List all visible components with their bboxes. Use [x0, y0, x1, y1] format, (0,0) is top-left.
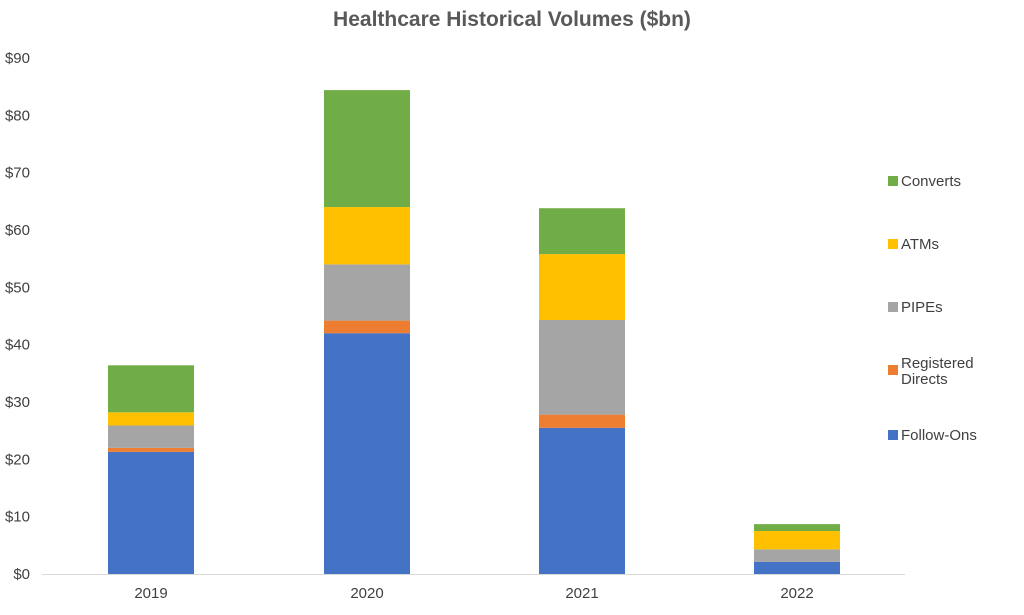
bar-segment-follow-ons-2021: [539, 427, 625, 574]
legend-swatch: [888, 365, 898, 375]
y-tick-label: $0: [13, 566, 30, 583]
bar-segment-follow-ons-2019: [108, 451, 194, 574]
y-tick-label: $80: [5, 107, 30, 124]
legend: Converts ATMs PIPEs Registered Directs Follow…: [888, 173, 977, 444]
legend-label: ATMs: [901, 236, 939, 253]
bar-segment-follow-ons-2020: [324, 333, 410, 574]
bar-segment-atms-2020: [324, 207, 410, 265]
bar-segment-pipes-2022: [754, 549, 840, 562]
legend-label: Converts: [901, 173, 961, 190]
bar-segment-converts-2020: [324, 90, 410, 208]
bar-segment-atms-2019: [108, 412, 194, 426]
bar-segment-pipes-2021: [539, 320, 625, 415]
x-tick-label: 2022: [780, 585, 813, 602]
legend-label: Registered Directs: [901, 355, 974, 388]
bar-segment-registered-directs-2020: [324, 320, 410, 334]
x-tick-label: 2019: [134, 585, 167, 602]
legend-swatch: [888, 302, 898, 312]
y-axis-tick-labels: $0 $10 $20 $30 $40 $50 $60 $70 $80 $90: [5, 50, 30, 583]
y-tick-label: $40: [5, 337, 30, 354]
bar-segment-registered-directs-2021: [539, 414, 625, 428]
bar-segment-registered-directs-2019: [108, 447, 194, 452]
y-tick-label: $30: [5, 394, 30, 411]
bar-stacks: [108, 90, 840, 574]
y-tick-label: $50: [5, 279, 30, 296]
y-tick-label: $60: [5, 222, 30, 239]
bar-segment-pipes-2020: [324, 264, 410, 321]
chart-title: Healthcare Historical Volumes ($bn): [333, 8, 691, 31]
y-tick-label: $70: [5, 165, 30, 182]
bar-segment-pipes-2019: [108, 425, 194, 448]
x-tick-label: 2021: [565, 585, 598, 602]
y-tick-label: $20: [5, 451, 30, 468]
legend-swatch: [888, 239, 898, 249]
y-tick-label: $10: [5, 509, 30, 526]
bar-segment-atms-2022: [754, 531, 840, 550]
bar-segment-converts-2019: [108, 365, 194, 413]
legend-label: Follow-Ons: [901, 427, 977, 444]
bar-segment-follow-ons-2022: [754, 561, 840, 574]
x-axis-tick-labels: 2019 2020 2021 2022: [134, 585, 813, 602]
y-tick-label: $90: [5, 50, 30, 67]
legend-swatch: [888, 176, 898, 186]
legend-label: PIPEs: [901, 299, 943, 316]
bar-segment-converts-2021: [539, 208, 625, 255]
bar-segment-converts-2022: [754, 524, 840, 531]
legend-swatch: [888, 430, 898, 440]
bar-segment-atms-2021: [539, 254, 625, 321]
x-tick-label: 2020: [350, 585, 383, 602]
